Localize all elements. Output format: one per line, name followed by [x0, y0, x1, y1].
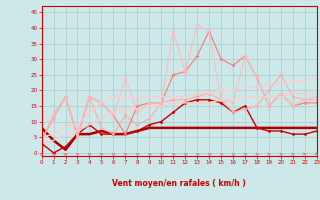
X-axis label: Vent moyen/en rafales ( km/h ): Vent moyen/en rafales ( km/h )	[112, 179, 246, 188]
